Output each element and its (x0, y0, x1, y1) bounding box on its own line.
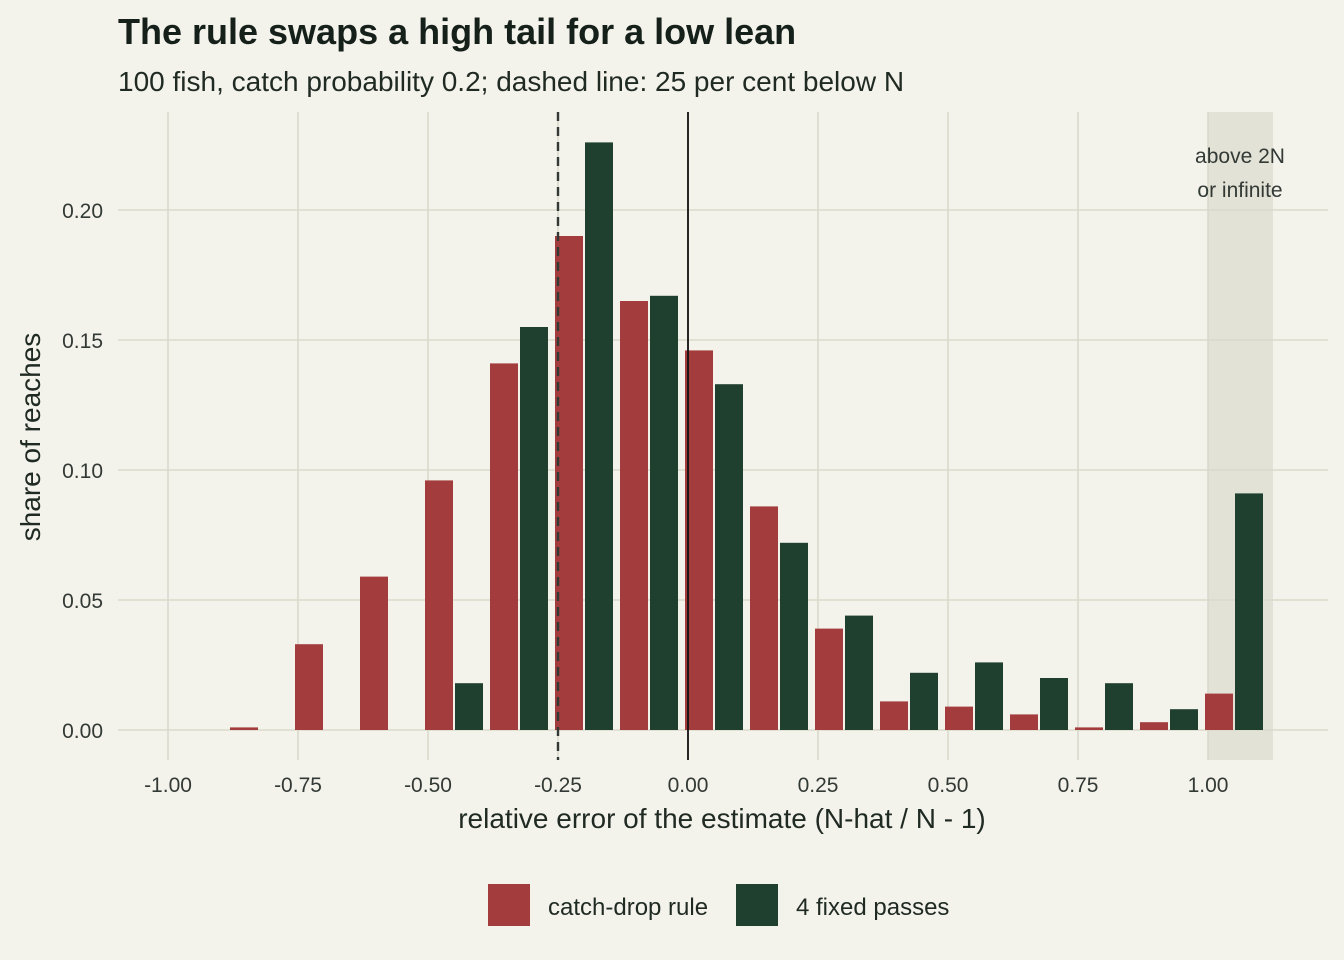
x-tick-label-8: 1.00 (1188, 774, 1229, 797)
bar-4-fixed-passes-8 (780, 542, 808, 730)
bar-catch-drop-rule-15 (1205, 693, 1233, 730)
legend-swatch-4-fixed-passes (736, 884, 778, 926)
bar-4-fixed-passes-14 (1170, 709, 1198, 730)
bar-catch-drop-rule-5 (555, 236, 583, 730)
bar-catch-drop-rule-6 (620, 301, 648, 730)
reference-lines-layer (556, 112, 689, 760)
bar-catch-drop-rule-1 (295, 644, 323, 730)
x-tick-label-2: -0.50 (404, 774, 452, 797)
bar-catch-drop-rule-2 (360, 576, 388, 730)
legend-swatch-catch-drop-rule (488, 884, 530, 926)
bars-layer (230, 142, 1263, 730)
bar-4-fixed-passes-9 (845, 615, 873, 730)
bar-catch-drop-rule-9 (815, 628, 843, 730)
bar-catch-drop-rule-13 (1075, 727, 1103, 730)
bar-4-fixed-passes-13 (1105, 683, 1133, 730)
bar-4-fixed-passes-5 (585, 142, 613, 730)
bar-catch-drop-rule-12 (1010, 714, 1038, 730)
bar-4-fixed-passes-4 (520, 327, 548, 730)
legend-label-catch-drop-rule: catch-drop rule (548, 894, 708, 921)
bar-catch-drop-rule-7 (685, 350, 713, 730)
x-tick-label-3: -0.25 (534, 774, 582, 797)
bar-4-fixed-passes-15 (1235, 493, 1263, 730)
chart-subtitle: 100 fish, catch probability 0.2; dashed … (118, 66, 904, 97)
bar-catch-drop-rule-10 (880, 701, 908, 730)
y-tick-label-2: 0.10 (62, 460, 103, 483)
y-tick-label-0: 0.00 (62, 720, 103, 743)
legend: catch-drop rule 4 fixed passes (488, 884, 949, 926)
x-tick-labels: -1.00 -0.75 -0.50 -0.25 0.00 0.25 0.50 0.75 1.00 (144, 774, 1228, 797)
shaded-region-label-line-2: or infinite (1197, 179, 1282, 202)
chart-title: The rule swaps a high tail for a low lea… (118, 11, 796, 52)
y-tick-label-1: 0.05 (62, 590, 103, 613)
bar-4-fixed-passes-12 (1040, 678, 1068, 730)
y-tick-label-4: 0.20 (62, 200, 103, 223)
bar-4-fixed-passes-10 (910, 672, 938, 730)
legend-label-4-fixed-passes: 4 fixed passes (796, 894, 949, 921)
y-axis-title: share of reaches (15, 333, 46, 542)
bar-catch-drop-rule-0 (230, 727, 258, 730)
x-tick-label-0: -1.00 (144, 774, 192, 797)
bar-catch-drop-rule-11 (945, 706, 973, 730)
y-tick-labels: 0.00 0.05 0.10 0.15 0.20 (62, 200, 103, 743)
bar-4-fixed-passes-11 (975, 662, 1003, 730)
x-axis-title: relative error of the estimate (N-hat / … (458, 803, 986, 834)
bar-catch-drop-rule-14 (1140, 722, 1168, 730)
x-tick-label-7: 0.75 (1058, 774, 1099, 797)
bar-catch-drop-rule-4 (490, 363, 518, 730)
x-tick-label-5: 0.25 (798, 774, 839, 797)
bar-4-fixed-passes-7 (715, 384, 743, 730)
bar-4-fixed-passes-6 (650, 295, 678, 730)
x-tick-label-1: -0.75 (274, 774, 322, 797)
bar-catch-drop-rule-8 (750, 506, 778, 730)
x-tick-label-4: 0.00 (668, 774, 709, 797)
bar-catch-drop-rule-3 (425, 480, 453, 730)
shaded-region-label-line-1: above 2N (1195, 145, 1285, 168)
bar-4-fixed-passes-3 (455, 683, 483, 730)
y-tick-label-3: 0.15 (62, 330, 103, 353)
x-tick-label-6: 0.50 (928, 774, 969, 797)
